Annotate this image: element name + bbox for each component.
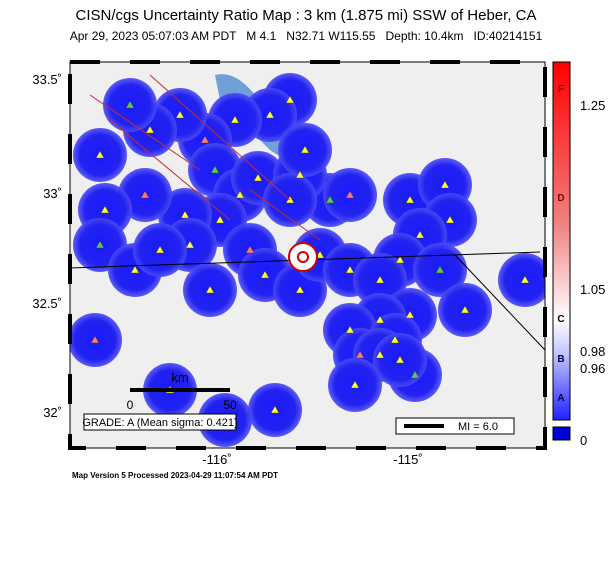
scale-label: 50 (223, 398, 237, 412)
colorbar-value: 1.05 (580, 282, 605, 297)
station (295, 170, 305, 179)
lat-label: 33.5˚ (32, 72, 62, 87)
station (130, 265, 140, 274)
station (235, 190, 245, 199)
colorbar-value: 1.25 (580, 98, 605, 113)
station (265, 110, 275, 119)
colorbar-value: 0.98 (580, 344, 605, 359)
faults (89, 74, 321, 241)
mi-line (404, 424, 444, 428)
station (375, 315, 385, 324)
station (395, 255, 405, 264)
station (405, 195, 415, 204)
colorbar-value: 0 (580, 433, 587, 448)
colorbar (552, 61, 571, 421)
station (180, 210, 190, 219)
station (253, 173, 263, 182)
station (295, 285, 305, 294)
station (230, 115, 240, 124)
grade-box (83, 413, 237, 431)
station (350, 380, 360, 389)
station (100, 205, 110, 214)
coverage (498, 253, 545, 307)
colorbar-letter: D (557, 193, 564, 204)
station (215, 215, 225, 224)
footer: Map Version 5 Processed 2023-04-29 11:07… (72, 471, 278, 480)
station (90, 335, 100, 344)
station (375, 275, 385, 284)
station (325, 195, 335, 204)
mi-legend: MI = 6.0 (458, 421, 498, 433)
title: CISN/cgs Uncertainty Ratio Map : 3 km (1… (76, 7, 537, 24)
station (95, 150, 105, 159)
station (395, 355, 405, 364)
station (440, 180, 450, 189)
station (460, 305, 470, 314)
scale-label: 0 (127, 398, 134, 412)
colorbar-letter: C (557, 314, 564, 325)
station (155, 245, 165, 254)
station (520, 275, 530, 284)
station (345, 325, 355, 334)
station (270, 405, 280, 414)
colorbar-letter: F (558, 84, 564, 95)
station (210, 165, 220, 174)
station (300, 145, 310, 154)
scale-bar (130, 388, 230, 392)
epicenter (288, 242, 318, 272)
station (175, 110, 185, 119)
map-area (70, 62, 545, 448)
stations (70, 73, 545, 447)
station (205, 285, 215, 294)
station (345, 265, 355, 274)
subtitle: Apr 29, 2023 05:07:03 AM PDT M 4.1 N32.7… (70, 29, 543, 43)
station (445, 215, 455, 224)
station (410, 370, 420, 379)
station (415, 230, 425, 239)
colorbar-zero (552, 426, 571, 441)
lat-label: 32.5˚ (32, 296, 62, 311)
station (95, 240, 105, 249)
station (245, 245, 255, 254)
lat-label: 32˚ (43, 405, 62, 420)
colorbar-value: 0.96 (580, 361, 605, 376)
colorbar-letter: A (557, 393, 564, 404)
station (125, 100, 135, 109)
station (390, 335, 400, 344)
epicenter-core (297, 251, 309, 263)
lat-label: 33˚ (43, 186, 62, 201)
station (375, 350, 385, 359)
scale-unit: km (171, 370, 188, 385)
grade: GRADE: A (Mean sigma: 0.421) (82, 417, 237, 429)
station (355, 350, 365, 359)
station (145, 125, 155, 134)
colorbar-letter: B (557, 354, 564, 365)
station (185, 240, 195, 249)
station (260, 270, 270, 279)
station (435, 265, 445, 274)
lon-label: -116˚ (202, 452, 231, 467)
station (315, 250, 325, 259)
station (345, 190, 355, 199)
station (405, 310, 415, 319)
station (285, 95, 295, 104)
lon-label: -115˚ (393, 452, 422, 467)
mi-box (395, 417, 515, 435)
station (140, 190, 150, 199)
station (200, 135, 210, 144)
map-border (69, 61, 546, 449)
